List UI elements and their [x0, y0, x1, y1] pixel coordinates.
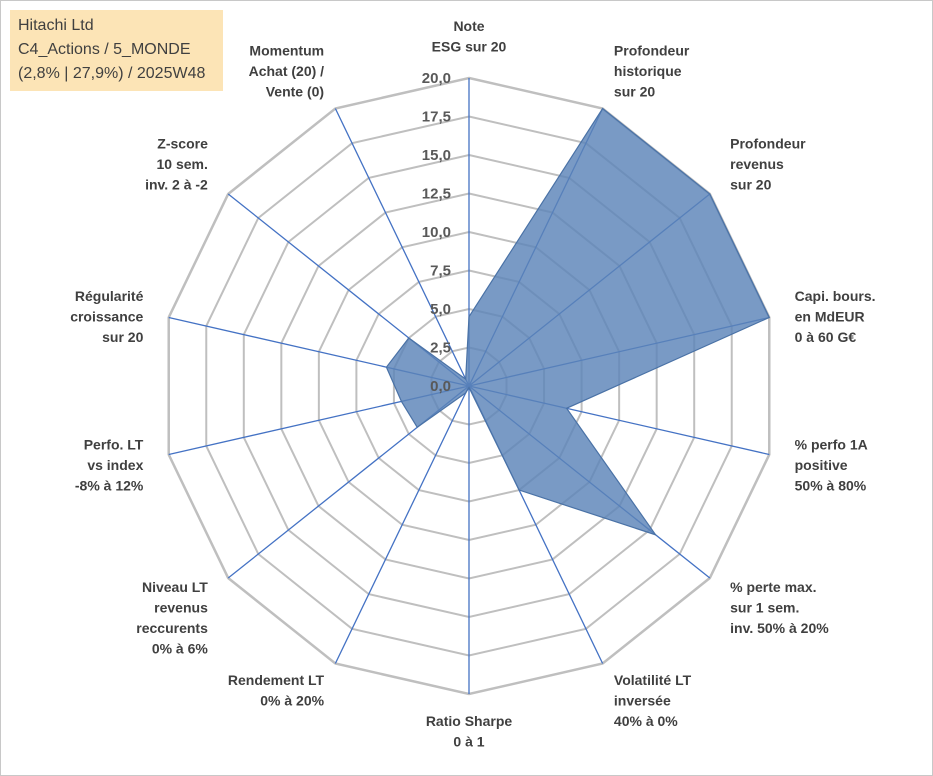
tick-label: 5,0 [430, 301, 451, 318]
axis-label-6: Volatilité LT inversée 40% à 0% [614, 672, 692, 729]
info-portfolio: C4_Actions / 5_MONDE [18, 41, 191, 58]
tick-label: 0,0 [430, 378, 451, 395]
axis-label-1: Profondeur historique sur 20 [614, 43, 690, 100]
axis-label-5: % perte max. sur 1 sem. inv. 50% à 20% [730, 579, 829, 636]
radar-axis-labels: Note ESG sur 20 Profondeur historique sur 20… [70, 18, 875, 750]
axis-label-7: Ratio Sharpe 0 à 1 [426, 713, 513, 750]
spoke-13 [334, 108, 470, 387]
axis-label-0: Note ESG sur 20 [432, 18, 507, 55]
tick-label: 15,0 [422, 147, 451, 164]
info-box: Hitachi Ltd C4_Actions / 5_MONDE (2,8% |… [10, 10, 223, 91]
axis-label-13: Momentum Achat (20) / Vente (0) [249, 43, 325, 100]
axis-label-8: Rendement LT 0% à 20% [228, 672, 325, 709]
tick-label: 20,0 [422, 70, 451, 87]
tick-label: 2,5 [430, 340, 451, 357]
info-company-name: Hitachi Ltd [18, 17, 94, 34]
spoke-8 [334, 385, 470, 664]
axis-label-10: Perfo. LT vs index -8% à 12% [75, 437, 144, 494]
radar-tick-labels: 0,0 2,5 5,0 7,5 10,0 12,5 15,0 17,5 20,0 [422, 70, 451, 395]
tick-label: 12,5 [422, 186, 451, 203]
radar-series [385, 107, 771, 536]
series-area [385, 107, 771, 536]
axis-label-3: Capi. bours. en MdEUR 0 à 60 G€ [795, 288, 876, 345]
axis-label-2: Profondeur revenus sur 20 [730, 135, 806, 192]
tick-label: 7,5 [430, 263, 451, 280]
tick-label: 17,5 [422, 109, 451, 126]
tick-label: 10,0 [422, 224, 451, 241]
axis-label-9: Niveau LT revenus reccurents 0% à 6% [136, 579, 208, 657]
axis-label-4: % perfo 1A positive 50% à 80% [795, 437, 868, 494]
axis-label-11: Régularité croissance sur 20 [70, 288, 143, 345]
info-period: (2,8% | 27,9%) / 2025W48 [18, 65, 206, 82]
axis-label-12: Z-score 10 sem. inv. 2 à -2 [145, 135, 208, 192]
